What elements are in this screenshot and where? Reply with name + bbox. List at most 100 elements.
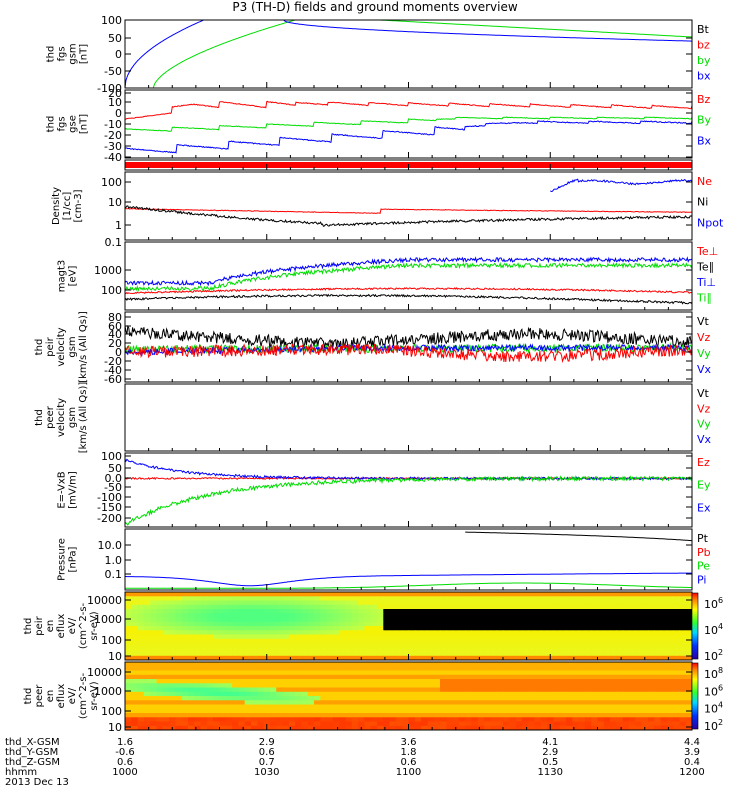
y-tick-label: -10	[104, 118, 122, 131]
spectrogram-cell	[660, 630, 668, 636]
spectrogram-cell	[641, 704, 649, 710]
spectrogram-cell	[395, 617, 403, 623]
spectrogram-cell	[610, 687, 617, 693]
spectrogram-cell	[364, 613, 372, 619]
spectrogram-cell	[584, 647, 592, 653]
spectrogram-cell	[150, 647, 158, 653]
spectrogram-cell	[471, 617, 479, 623]
spectrogram-cell	[591, 721, 599, 727]
spectrogram-cell	[314, 613, 321, 619]
spectrogram-cell	[162, 638, 170, 644]
spectrogram-cell	[408, 609, 416, 614]
spectrogram-cell	[566, 621, 573, 627]
spectrogram-cell	[395, 708, 403, 714]
spectrogram-cell	[320, 626, 328, 631]
spectrogram-cell	[496, 674, 504, 680]
spectrogram-cell	[263, 670, 271, 676]
spectrogram-cell	[150, 670, 158, 676]
spectrogram-cell	[257, 626, 265, 631]
spectrogram-cell	[622, 687, 630, 693]
spectrogram-cell	[131, 666, 139, 672]
spectrogram-cell	[622, 725, 630, 730]
spectrogram-cell	[370, 596, 378, 602]
spectrogram-cell	[584, 626, 592, 631]
spectrogram-cell	[591, 638, 599, 644]
spectrogram-cell	[685, 725, 692, 730]
spectrogram-cell	[559, 717, 567, 723]
spectrogram-cell	[131, 609, 139, 614]
spectrogram-cell	[578, 626, 586, 631]
spectrogram-cell	[370, 725, 378, 730]
spectrogram-cell	[559, 670, 567, 676]
spectrogram-cell	[578, 604, 586, 610]
spectrogram-cell	[244, 670, 252, 676]
spectrogram-cell	[125, 687, 132, 693]
spectrogram-cell	[351, 655, 359, 660]
spectrogram-cell	[547, 713, 554, 718]
spectrogram-cell	[540, 596, 548, 602]
spectrogram-cell	[490, 713, 498, 718]
spectrogram-cell	[169, 666, 176, 672]
x-tick-label: 1.8	[401, 747, 417, 758]
spectrogram-cell	[326, 666, 334, 672]
spectrogram-cell	[528, 617, 536, 623]
spectrogram-cell	[559, 662, 567, 667]
spectrogram-cell	[673, 638, 680, 644]
legend-bz: bz	[697, 39, 710, 52]
spectrogram-cell	[219, 643, 227, 648]
spectrogram-cell	[288, 613, 296, 619]
spectrogram-cell	[666, 717, 674, 723]
spectrogram-cell	[169, 662, 176, 667]
spectrogram-cell	[162, 655, 170, 660]
spectrogram-cell	[433, 604, 441, 610]
y-tick-label: 100	[101, 284, 122, 297]
spectrogram-cell	[440, 651, 447, 657]
spectrogram-cell	[194, 592, 202, 597]
spectrogram-cell	[395, 647, 403, 653]
spectrogram-cell	[339, 626, 347, 631]
y-axis-label: velocity	[56, 327, 67, 366]
y-tick-label: -50	[104, 65, 122, 78]
spectrogram-cell	[137, 613, 145, 619]
spectrogram-cell	[219, 604, 227, 610]
spectrogram-cell	[143, 617, 151, 623]
spectrogram-cell	[477, 662, 485, 667]
spectrogram-cell	[339, 704, 347, 710]
spectrogram-cell	[137, 666, 145, 672]
spectrogram-cell	[276, 717, 284, 723]
spectrogram-cell	[597, 708, 605, 714]
spectrogram-cell	[591, 670, 599, 676]
y-tick-label: 10	[108, 650, 122, 663]
spectrogram-cell	[345, 655, 353, 660]
spectrogram-cell	[383, 708, 391, 714]
spectrogram-cell	[559, 721, 567, 727]
spectrogram-cell	[616, 721, 624, 727]
spectrogram-cell	[143, 630, 151, 636]
spectrogram-cell	[282, 630, 290, 636]
spectrogram-cell	[452, 617, 460, 623]
spectrogram-cell	[238, 655, 246, 660]
spectrogram-cell	[156, 638, 164, 644]
spectrogram-cell	[635, 634, 643, 640]
spectrogram-cell	[584, 696, 592, 701]
y-axis-label: fgs	[57, 116, 68, 131]
spectrogram-cell	[301, 700, 309, 706]
spectrogram-cell	[358, 600, 365, 606]
spectrogram-cell	[578, 613, 586, 619]
spectrogram-cell	[395, 634, 403, 640]
spectrogram-cell	[559, 700, 567, 706]
spectrogram-cell	[553, 617, 561, 623]
spectrogram-cell	[572, 687, 580, 693]
spectrogram-cell	[307, 647, 315, 653]
spectrogram-cell	[408, 683, 416, 689]
spectrogram-cell	[358, 721, 365, 727]
spectrogram-cell	[125, 643, 132, 648]
spectrogram-cell	[232, 713, 239, 718]
spectrogram-cell	[603, 609, 611, 614]
spectrogram-cell	[206, 626, 214, 631]
spectrogram-cell	[666, 613, 674, 619]
spectrogram-cell	[433, 651, 441, 657]
spectrogram-cell	[370, 687, 378, 693]
spectrogram-cell	[566, 713, 573, 718]
spectrogram-cell	[414, 651, 422, 657]
